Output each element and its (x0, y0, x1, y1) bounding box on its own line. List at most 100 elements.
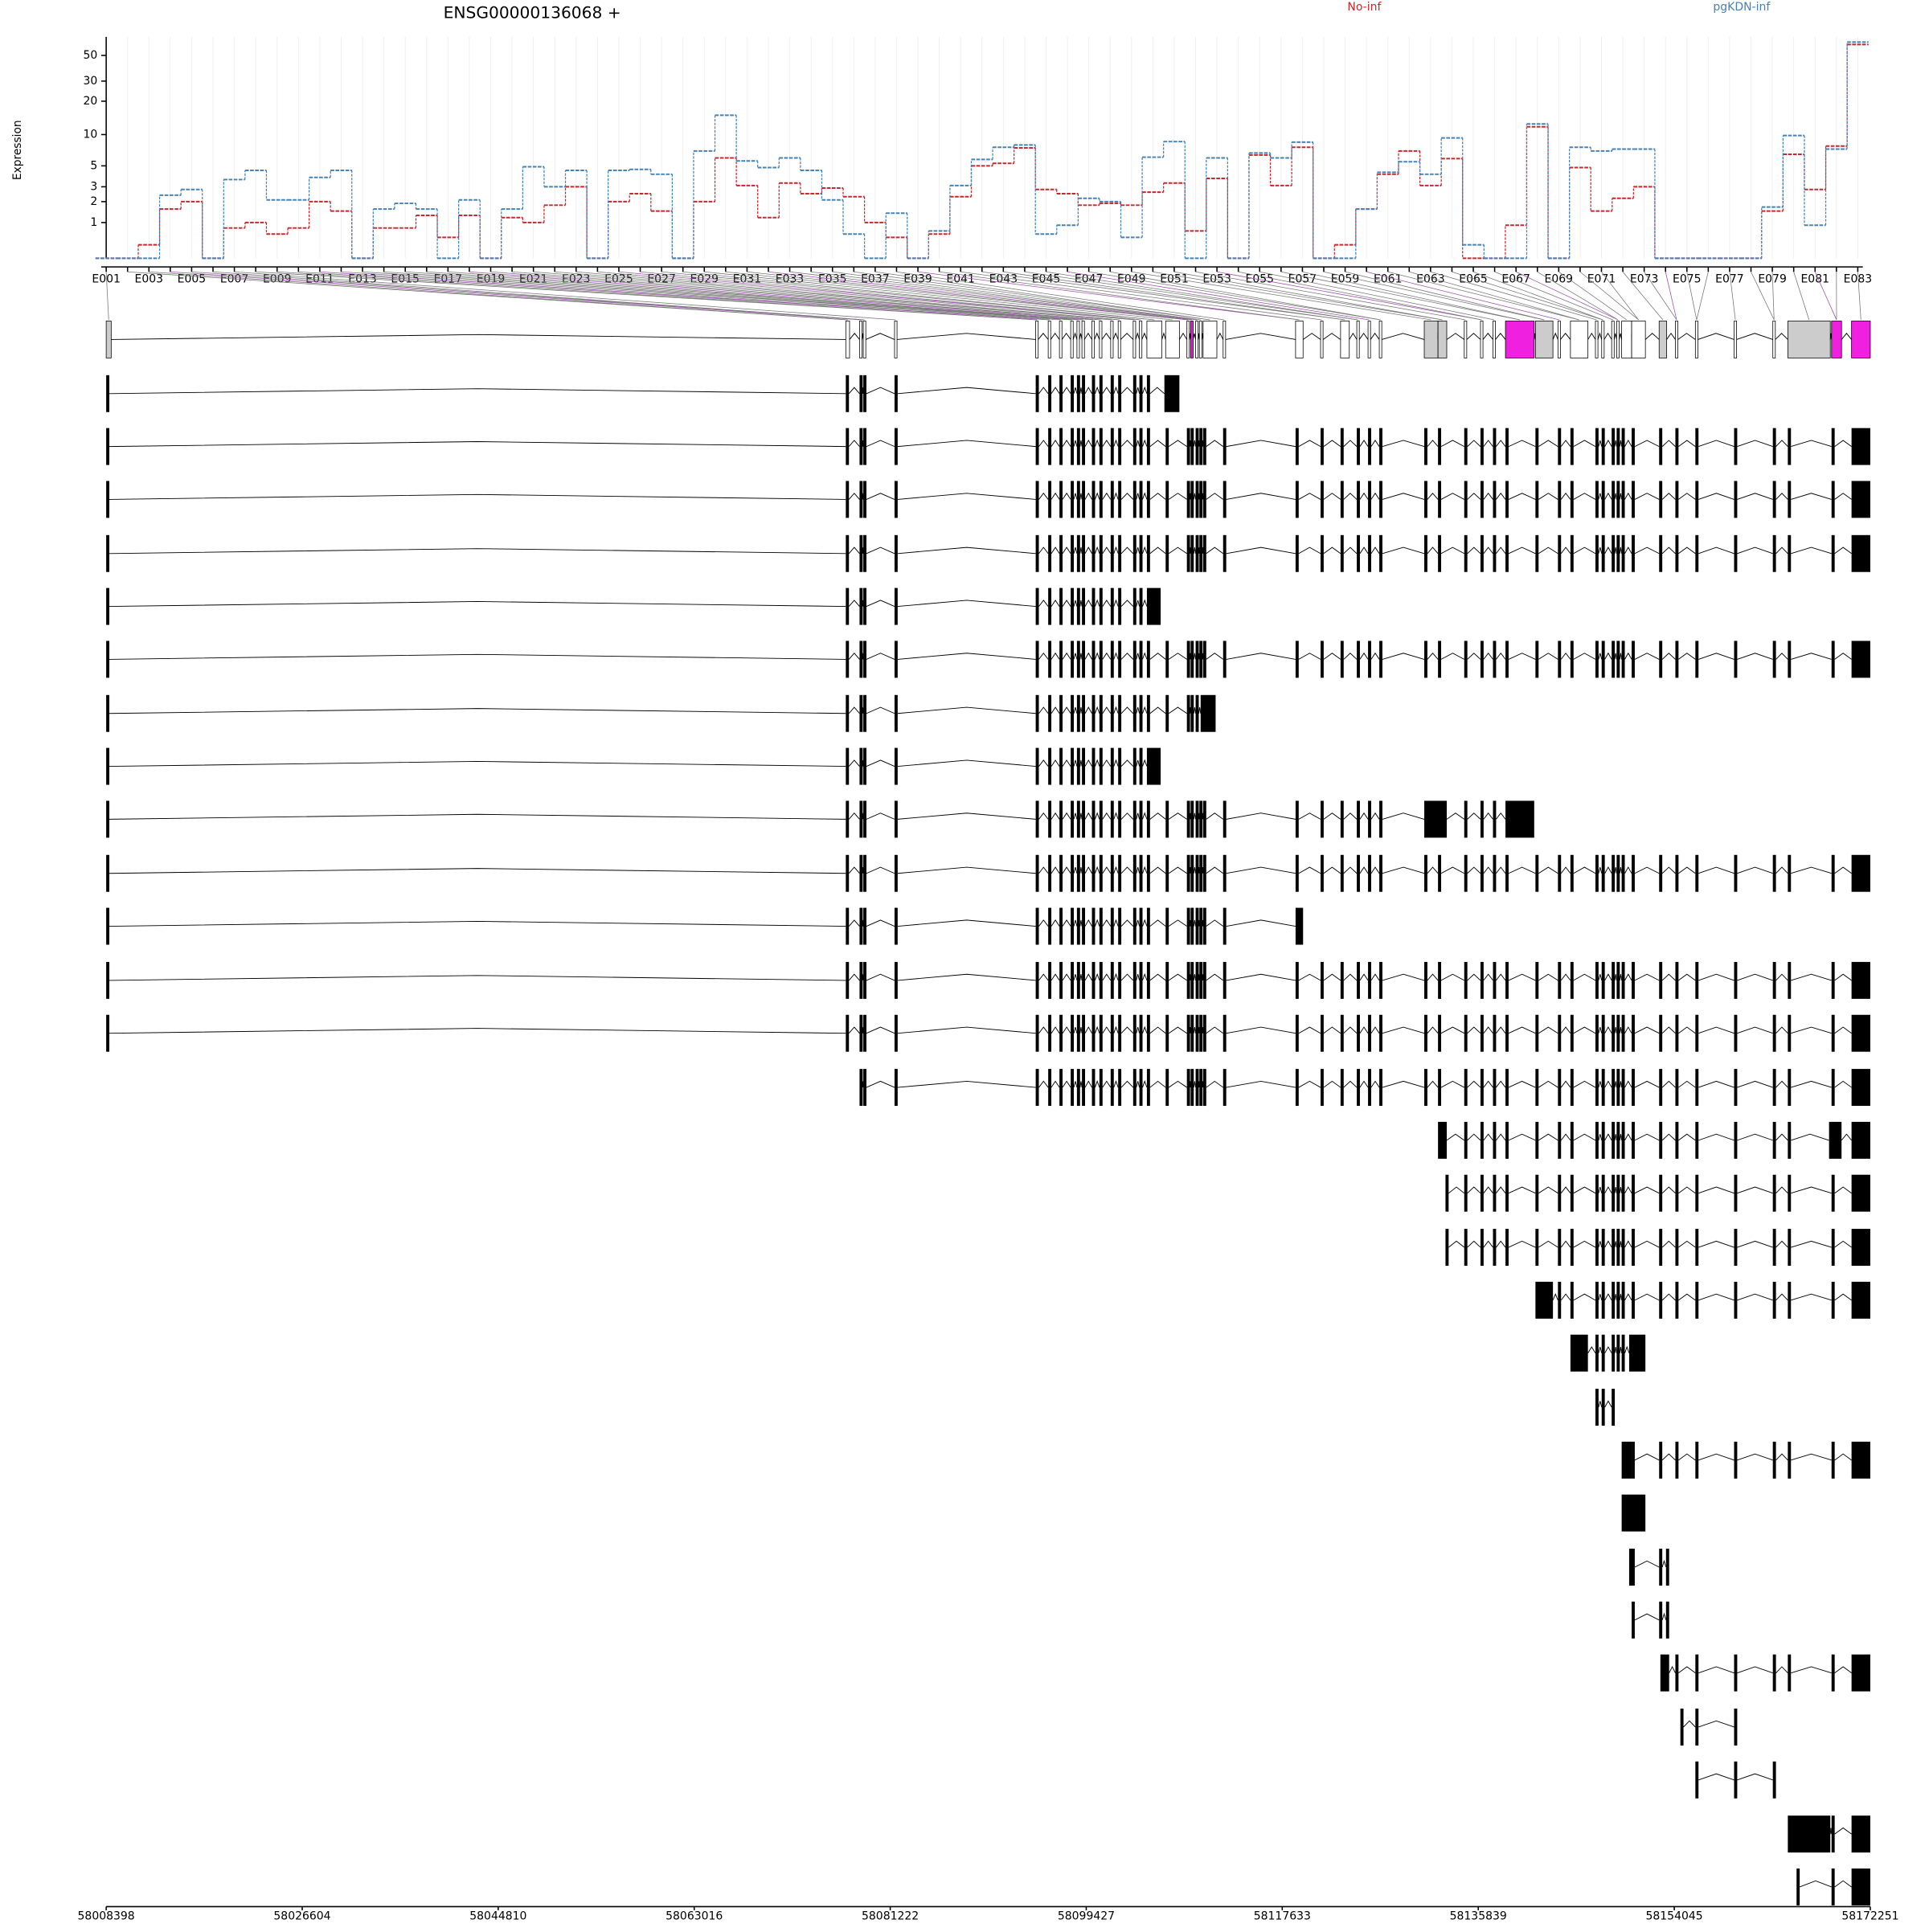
exon-connector (1473, 272, 1603, 320)
model-exon (1059, 321, 1062, 358)
transcript-exon (1852, 481, 1870, 518)
transcript-exon (1612, 1069, 1615, 1106)
transcript-exon (1379, 1015, 1382, 1052)
intron (1625, 867, 1632, 874)
intron (1169, 974, 1187, 980)
model-exon (1505, 321, 1534, 358)
intron (1095, 334, 1100, 340)
transcript-exon (859, 908, 862, 945)
intron (1427, 493, 1438, 500)
transcript-exon (1092, 800, 1096, 837)
transcript-exon (1632, 1069, 1635, 1106)
intron (1114, 974, 1118, 980)
intron (1662, 1134, 1675, 1140)
intron (1073, 334, 1077, 340)
transcript-exon (1852, 1175, 1870, 1212)
intron (1620, 1294, 1621, 1300)
intron (1206, 440, 1223, 447)
intron (1114, 600, 1118, 607)
intron (866, 1081, 895, 1087)
transcript-exon (1203, 428, 1206, 465)
transcript-exon (1036, 962, 1039, 999)
intron (1841, 334, 1851, 340)
transcript-exon (1612, 1175, 1615, 1212)
intron (1063, 440, 1071, 447)
transcript-exon (1321, 428, 1324, 465)
intron (866, 1027, 895, 1034)
intron (1324, 974, 1341, 980)
transcript-exon (1832, 1869, 1835, 1905)
model-exon (1852, 321, 1870, 358)
transcript-exon (859, 481, 862, 518)
intron (1121, 974, 1133, 980)
intron (1635, 1081, 1659, 1087)
transcript-exon (1165, 428, 1169, 465)
model-exon (863, 321, 866, 358)
transcript-exon (1118, 908, 1121, 945)
transcript-exon (1111, 1069, 1114, 1106)
model-exon (1223, 321, 1226, 358)
intron (1620, 1134, 1621, 1140)
transcript-exon (106, 588, 109, 625)
transcript-exon (1059, 962, 1063, 999)
transcript-exon (1357, 1015, 1360, 1052)
transcript-exon (1321, 535, 1324, 572)
intron (1662, 1081, 1675, 1087)
intron (1483, 334, 1493, 340)
intron (1599, 440, 1602, 447)
intron (1085, 920, 1092, 927)
intron (1574, 440, 1595, 447)
intron (1121, 653, 1133, 660)
intron (898, 813, 1036, 820)
transcript-exon (1535, 1069, 1538, 1106)
transcript-exon (1788, 641, 1791, 677)
transcript-exon (1632, 1015, 1635, 1052)
intron (1324, 547, 1341, 554)
transcript-exon (1071, 962, 1074, 999)
intron (1137, 1081, 1140, 1087)
transcript-exon (895, 641, 898, 677)
intron (1324, 867, 1341, 874)
intron (849, 867, 859, 874)
intron (1441, 440, 1464, 447)
transcript-exon (1118, 481, 1121, 518)
intron (1143, 653, 1147, 660)
transcript-exon (1602, 1175, 1605, 1212)
legend-entry: No-inf (1347, 1, 1382, 14)
intron (1371, 813, 1379, 820)
intron (1776, 1667, 1788, 1673)
transcript-exon (1196, 962, 1199, 999)
transcript-exon (1659, 535, 1662, 572)
intron (1074, 813, 1077, 820)
transcript-exon (1734, 1175, 1738, 1212)
intron (1620, 867, 1621, 874)
transcript-exon (1077, 428, 1080, 465)
intron (1190, 813, 1191, 820)
intron (1538, 974, 1558, 980)
transcript-exon (1092, 588, 1096, 625)
transcript-exon (1296, 962, 1299, 999)
intron (1194, 440, 1195, 447)
transcript-exon (1659, 855, 1662, 892)
transcript-exon (1481, 1122, 1484, 1159)
intron (1625, 1187, 1632, 1193)
intron (862, 653, 863, 660)
transcript-exon (1092, 1069, 1096, 1106)
transcript-exon (1118, 1069, 1121, 1106)
model-exon (1616, 321, 1619, 358)
transcript-exon (859, 695, 862, 732)
transcript-exon (1077, 748, 1080, 785)
transcript-exon (1535, 855, 1538, 892)
transcript-exon (1100, 1069, 1103, 1106)
transcript-exon (1622, 1495, 1646, 1532)
x-tick-label: E051 (1160, 273, 1189, 286)
intron (1143, 920, 1147, 927)
transcript-exon (1695, 1122, 1698, 1159)
intron (1103, 813, 1111, 820)
genomic-tick-label: 58044810 (469, 1910, 526, 1923)
intron (1095, 1027, 1099, 1034)
transcript-exon (1165, 1069, 1169, 1106)
transcript-exon (1379, 428, 1382, 465)
transcript-exon (1571, 1175, 1574, 1212)
transcript-exon (106, 535, 109, 572)
